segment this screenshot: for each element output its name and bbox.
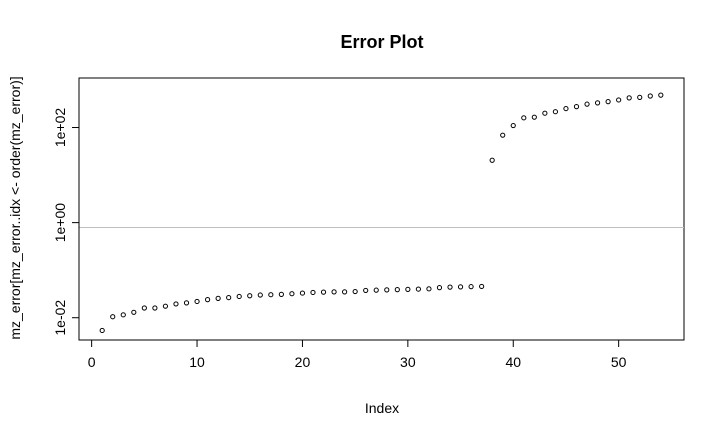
data-point: [183, 300, 190, 306]
x-tick-label: 10: [189, 354, 205, 370]
plot-frame: [78, 77, 685, 341]
data-point: [173, 301, 179, 307]
data-point: [268, 292, 274, 298]
data-point: [436, 284, 443, 291]
x-tick-label: 20: [295, 354, 311, 370]
data-point: [331, 289, 337, 295]
data-point: [99, 327, 105, 334]
data-point: [373, 287, 379, 293]
data-point: [257, 292, 263, 298]
data-point: [426, 286, 432, 292]
data-point: [310, 289, 316, 296]
data-point: [658, 92, 664, 98]
data-point: [489, 157, 495, 163]
data-point: [131, 309, 137, 315]
data-point: [289, 291, 295, 297]
data-point: [594, 100, 601, 106]
data-point: [152, 305, 158, 311]
data-point: [552, 109, 559, 115]
data-point: [605, 99, 611, 105]
data-point: [320, 289, 327, 295]
data-point: [468, 284, 474, 290]
y-tick-label: 1e-02: [52, 300, 68, 336]
x-axis: 0 10 20 30 40 50: [88, 339, 627, 370]
data-point: [215, 295, 221, 301]
data-point: [542, 110, 548, 116]
data-points: [99, 92, 664, 334]
data-point: [479, 283, 485, 290]
data-point: [637, 94, 643, 100]
x-tick-label: 50: [611, 354, 627, 370]
data-point: [236, 293, 242, 300]
data-point: [141, 305, 147, 311]
data-point: [226, 294, 232, 301]
data-point: [647, 93, 653, 99]
data-point: [247, 293, 253, 299]
x-tick-label: 40: [505, 354, 521, 370]
data-point: [384, 287, 390, 293]
y-tick-label: 1e+00: [52, 203, 68, 243]
data-point: [162, 303, 169, 309]
data-point: [342, 289, 348, 295]
x-tick-label: 0: [88, 354, 96, 370]
data-point: [500, 132, 506, 138]
data-point: [299, 290, 306, 296]
data-point: [626, 95, 632, 101]
data-point: [457, 284, 464, 290]
x-axis-label: Index: [365, 400, 399, 416]
data-point: [447, 284, 453, 290]
data-point: [616, 97, 622, 103]
data-point: [405, 286, 411, 292]
y-axis-label: mz_error[mz_error..idx <- order(mz_error…: [7, 76, 23, 339]
x-tick-label: 30: [400, 354, 416, 370]
data-point: [531, 114, 537, 120]
data-point: [510, 122, 516, 129]
chart-title: Error Plot: [340, 32, 423, 52]
data-point: [352, 288, 358, 295]
y-axis: 1e-02 1e+00 1e+02: [52, 108, 80, 336]
data-point: [278, 291, 284, 297]
data-point: [120, 312, 126, 318]
data-point: [194, 298, 200, 305]
data-point: [563, 105, 569, 112]
data-point: [394, 287, 400, 293]
data-point: [415, 286, 421, 292]
data-point: [204, 297, 211, 303]
data-point: [521, 115, 527, 121]
data-point: [584, 101, 590, 107]
data-point: [573, 104, 580, 110]
y-tick-label: 1e+02: [52, 108, 68, 148]
data-point: [363, 287, 369, 294]
data-point: [110, 314, 116, 320]
